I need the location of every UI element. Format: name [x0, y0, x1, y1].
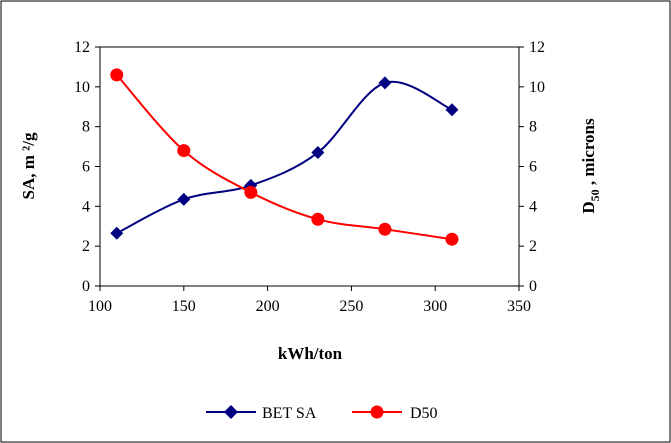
legend-item-bet-sa: BET SA: [206, 405, 317, 422]
y-tick-label: 4: [82, 198, 90, 215]
x-tick-label: 150: [172, 298, 196, 315]
y2-axis-title-rest: , microns: [579, 118, 598, 189]
y2-tick-label: 12: [529, 39, 545, 56]
x-tick-label: 300: [423, 298, 447, 315]
series-layer: [110, 68, 459, 246]
data-point-d50: [244, 185, 258, 199]
legend-marker-d50: [370, 405, 384, 419]
y2-tick-label: 6: [529, 159, 537, 176]
series-d50: [110, 68, 459, 246]
y2-axis-title-main: D: [579, 201, 598, 213]
data-point-d50: [378, 222, 392, 236]
y-tick-label: 0: [82, 278, 90, 295]
y-tick-label: 2: [82, 238, 90, 255]
data-point-bet-sa: [311, 146, 325, 160]
y-axis-left: 0 2 4 6 8 10 12: [74, 39, 100, 295]
y2-axis-title: D50 , microns: [579, 118, 602, 214]
legend-label-d50: D50: [410, 405, 438, 422]
y-tick-label: 8: [82, 119, 90, 136]
x-tick-label: 350: [507, 298, 531, 315]
legend: BET SA D50: [206, 405, 438, 422]
legend-item-d50: D50: [352, 405, 438, 422]
data-point-d50: [311, 212, 325, 226]
data-point-d50: [177, 144, 191, 158]
data-point-bet-sa: [378, 76, 392, 90]
data-point-bet-sa: [445, 103, 459, 117]
data-point-bet-sa: [177, 192, 191, 206]
x-axis: 100 150 200 250 300 350: [88, 286, 531, 315]
legend-marker-bet-sa: [224, 405, 238, 419]
y2-tick-label: 8: [529, 119, 537, 136]
y2-tick-label: 10: [529, 79, 545, 96]
y-tick-label: 12: [74, 39, 90, 56]
y2-tick-label: 0: [529, 278, 537, 295]
legend-label-bet-sa: BET SA: [262, 405, 317, 422]
plot-area: [99, 46, 520, 287]
y2-tick-label: 2: [529, 238, 537, 255]
y2-tick-label: 4: [529, 198, 537, 215]
y-tick-label: 6: [82, 159, 90, 176]
data-point-d50: [445, 232, 459, 246]
data-point-bet-sa: [110, 226, 124, 240]
series-bet-sa: [110, 76, 459, 240]
y-tick-label: 10: [74, 79, 90, 96]
y2-axis-title-sub: 50: [588, 189, 602, 201]
x-tick-label: 250: [339, 298, 363, 315]
y-axis-right: 0 2 4 6 8 10 12: [519, 39, 545, 295]
y-axis-title: SA, m ²/g: [19, 132, 38, 199]
data-point-d50: [110, 68, 124, 82]
x-tick-label: 100: [88, 298, 112, 315]
x-tick-label: 200: [256, 298, 280, 315]
x-axis-title: kWh/ton: [278, 344, 343, 363]
